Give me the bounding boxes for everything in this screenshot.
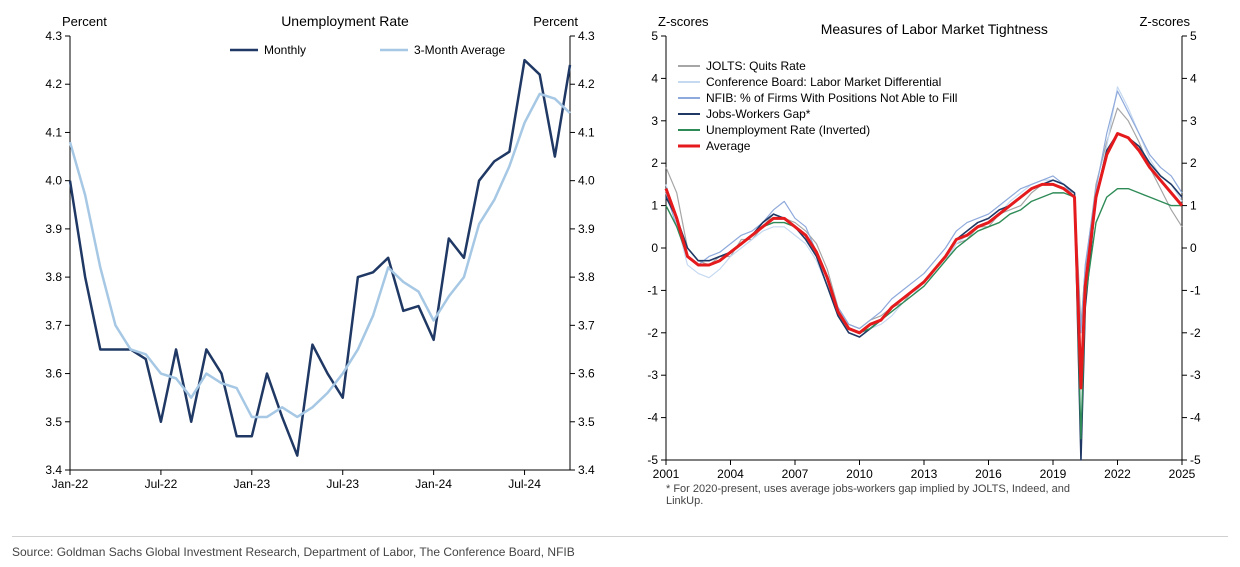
x-tick-label: 2010	[846, 467, 873, 481]
x-tick-label: 2022	[1104, 467, 1131, 481]
y-tick-label-right: -1	[1190, 283, 1201, 297]
x-tick-label: Jan-22	[52, 477, 89, 491]
y-tick-label-right: 1	[1190, 199, 1197, 213]
x-tick-label: Jul-22	[145, 477, 178, 491]
y-tick-label-right: -5	[1190, 453, 1201, 467]
y-tick-label-right: 4.2	[578, 77, 595, 91]
y-tick-label: 3.5	[45, 415, 62, 429]
chart-title: Unemployment Rate	[281, 13, 409, 29]
y-tick-label-right: 3.9	[578, 222, 595, 236]
legend-item-label: Jobs-Workers Gap*	[706, 107, 811, 121]
y-axis-label-right: Z-scores	[1139, 14, 1190, 29]
legend: Monthly 3-Month Average	[230, 43, 505, 57]
y-tick-label-right: -4	[1190, 411, 1201, 425]
y-tick-label-right: 3.6	[578, 367, 595, 381]
y-tick-label-right: 5	[1190, 29, 1197, 43]
series-unemployment-rate-inverted-	[666, 189, 1182, 439]
legend-item-label: NFIB: % of Firms With Positions Not Able…	[706, 91, 957, 105]
y-tick-label: 5	[651, 29, 658, 43]
y-tick-label: -4	[647, 411, 658, 425]
chart-title: Measures of Labor Market Tightness	[821, 21, 1048, 37]
y-tick-label-right: 4.1	[578, 125, 595, 139]
unemployment-rate-chart: Percent Percent Unemployment Rate 3.4 3.4 3.5…	[12, 8, 620, 508]
y-tick-label: 1	[651, 199, 658, 213]
y-tick-label: 4	[651, 71, 658, 85]
legend-item-label: Unemployment Rate (Inverted)	[706, 123, 870, 137]
y-tick-label: -5	[647, 453, 658, 467]
y-tick-label: 4.0	[45, 174, 62, 188]
legend-item-label: Monthly	[264, 43, 306, 57]
y-tick-label: -2	[647, 326, 658, 340]
legend-item-label: 3-Month Average	[414, 43, 505, 57]
y-tick-label: 4.3	[45, 29, 62, 43]
y-tick-label-right: 3.8	[578, 270, 595, 284]
y-tick-label-right: 3.5	[578, 415, 595, 429]
y-tick-label-right: 3	[1190, 114, 1197, 128]
legend: JOLTS: Quits Rate Conference Board: Labor…	[678, 59, 957, 153]
y-tick-label: 3	[651, 114, 658, 128]
x-tick-label: 2013	[911, 467, 938, 481]
y-axis-label-left: Percent	[62, 14, 107, 29]
y-tick-label-right: 4.3	[578, 29, 595, 43]
x-tick-label: 2019	[1040, 467, 1067, 481]
page: Percent Percent Unemployment Rate 3.4 3.4 3.5…	[0, 0, 1240, 567]
y-tick-label: 2	[651, 156, 658, 170]
source-label: Source: Goldman Sachs Global Investment …	[12, 545, 575, 559]
y-tick-label: 3.4	[45, 463, 62, 477]
chart-footnote: * For 2020-present, uses average jobs-wo…	[666, 483, 1070, 495]
x-tick-label: Jan-24	[415, 477, 452, 491]
chart-footnote: LinkUp.	[666, 495, 703, 507]
y-tick-label: 3.9	[45, 222, 62, 236]
x-tick-label: 2016	[975, 467, 1002, 481]
left-chart-panel: Percent Percent Unemployment Rate 3.4 3.4 3.5…	[12, 8, 620, 518]
series-monthly	[70, 60, 570, 455]
y-tick-label: 4.2	[45, 77, 62, 91]
y-tick-label: 3.8	[45, 270, 62, 284]
y-tick-label-right: -2	[1190, 326, 1201, 340]
legend-item-label: Average	[706, 139, 751, 153]
y-tick-label: -1	[647, 283, 658, 297]
y-tick-label-right: 0	[1190, 241, 1197, 255]
legend-item-label: JOLTS: Quits Rate	[706, 59, 806, 73]
y-tick-label-right: 2	[1190, 156, 1197, 170]
y-tick-label-right: 4	[1190, 71, 1197, 85]
x-tick-label: Jan-23	[233, 477, 270, 491]
legend-item-label: Conference Board: Labor Market Different…	[706, 75, 941, 89]
y-axis-label-left: Z-scores	[658, 14, 709, 29]
series-average	[666, 134, 1182, 388]
y-tick-label: 4.1	[45, 125, 62, 139]
y-axis-label-right: Percent	[533, 14, 578, 29]
charts-row: Percent Percent Unemployment Rate 3.4 3.4 3.5…	[12, 8, 1228, 518]
x-tick-label: 2007	[782, 467, 809, 481]
series-3-month-average	[70, 94, 570, 417]
y-tick-label-right: 3.4	[578, 463, 595, 477]
y-tick-label-right: 4.0	[578, 174, 595, 188]
divider	[12, 536, 1228, 537]
x-tick-label: 2004	[717, 467, 744, 481]
y-tick-label: 3.7	[45, 318, 62, 332]
labor-tightness-chart: Z-scores Z-scores Measures of Labor Market…	[620, 8, 1228, 508]
x-tick-label: 2001	[653, 467, 680, 481]
y-tick-label: 0	[651, 241, 658, 255]
y-tick-label-right: 3.7	[578, 318, 595, 332]
x-tick-label: Jul-24	[508, 477, 541, 491]
x-tick-label: 2025	[1169, 467, 1196, 481]
y-tick-label: -3	[647, 368, 658, 382]
y-tick-label: 3.6	[45, 367, 62, 381]
x-tick-label: Jul-23	[326, 477, 359, 491]
y-tick-label-right: -3	[1190, 368, 1201, 382]
series-jobs-workers-gap-	[666, 134, 1182, 460]
right-chart-panel: Z-scores Z-scores Measures of Labor Market…	[620, 8, 1228, 518]
